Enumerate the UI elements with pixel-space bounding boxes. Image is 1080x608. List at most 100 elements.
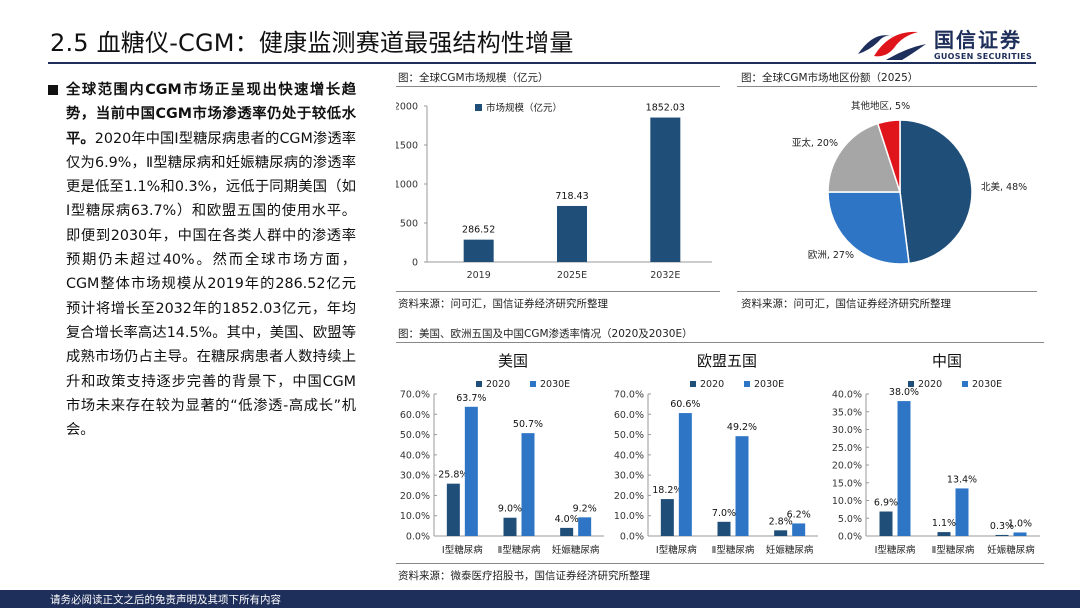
summary-body: 2020年中国Ⅰ型糖尿病患者的CGM渗透率仅为6.9%，Ⅱ型糖尿病和妊娠糖尿病的…	[66, 130, 357, 439]
x-tick-label: Ⅰ型糖尿病	[656, 544, 697, 556]
caption-penetration: 图：美国、欧洲五国及中国CGM渗透率情况（2020及2030E）	[398, 328, 693, 340]
pie-label: 其他地区, 5%	[851, 100, 910, 112]
y-tick-label: 0.0%	[406, 532, 430, 543]
bar-2030E	[578, 517, 592, 536]
data-label: 25.8%	[438, 470, 468, 481]
y-tick-label: 40.0%	[400, 450, 430, 461]
bar-2030E	[464, 406, 478, 536]
y-tick-label: 25.0%	[832, 443, 862, 454]
bar-2020	[560, 527, 574, 536]
bar-2020	[660, 499, 674, 536]
guosen-logo-icon	[858, 31, 926, 60]
data-label: 0.3%	[990, 521, 1014, 532]
penetration-cn-chart: 中国 2020 2030E 0.0% 5.0% 10.0% 15.0% 20.0% 25.0% 3…	[832, 352, 1040, 556]
market-value-label: 1852.03	[646, 103, 685, 114]
x-tick-label: Ⅱ型糖尿病	[932, 544, 975, 556]
summary-paragraph: 全球范围内CGM市场正呈现出快速增长趋势，当前中国CGM市场渗透率仍处于较低水平…	[48, 78, 357, 442]
y-tick-label: 20.0%	[832, 461, 862, 472]
legend-swatch	[962, 381, 968, 387]
bar-2030E	[735, 436, 749, 536]
bar-2030E	[897, 401, 911, 536]
data-label: 4.0%	[555, 514, 579, 525]
pie-slice-其他地区	[876, 119, 901, 193]
y-tick-label: 20.0%	[614, 491, 644, 502]
market-bar	[557, 205, 587, 262]
market-size-chart: 0 500 1000 1500 2000 286.52 2019 718.43 2025E 185…	[396, 102, 712, 281]
y-tick-label: 20.0%	[400, 491, 430, 502]
x-tick-label: Ⅱ型糖尿病	[712, 544, 755, 556]
source-note-region: 资料来源：问可汇，国信证券经济研究所整理	[741, 298, 951, 310]
bar-2030E	[955, 488, 969, 536]
caption-rule	[396, 86, 720, 87]
legend-swatch	[690, 381, 696, 387]
bullet-square-icon	[48, 85, 58, 95]
y-tick-label: 30.0%	[832, 425, 862, 436]
y-tick-label: 10.0%	[832, 496, 862, 507]
y-tick-label: 0	[412, 258, 418, 269]
y-tick-label: 40.0%	[832, 390, 862, 401]
pie-slice-北美	[899, 119, 973, 265]
x-tick-label: 妊娠糖尿病	[987, 544, 1035, 556]
y-tick-label: 40.0%	[614, 450, 644, 461]
summary-lead: 全球范围内CGM市场正呈现出快速增长趋势，当前中国CGM市场渗透率仍处于较低水平…	[66, 82, 356, 147]
data-label: 38.0%	[889, 387, 919, 398]
bar-2020	[995, 534, 1009, 536]
brand-logo: 国信证券 GUOSEN SECURITIES	[856, 22, 1046, 66]
market-value-label: 718.43	[555, 191, 588, 202]
disclaimer-text: 请务必阅读正文之后的免责声明及其项下所有内容	[50, 594, 281, 606]
data-label: 63.7%	[456, 393, 486, 404]
caption-rule	[737, 86, 1037, 87]
logo-name-en: GUOSEN SECURITIES	[934, 52, 1033, 61]
chart-title: 美国	[498, 352, 528, 370]
data-label: 6.9%	[874, 498, 898, 509]
bar-2020	[717, 521, 731, 536]
data-label: 50.7%	[513, 419, 543, 430]
legend-label: 2030E	[972, 379, 1002, 390]
data-label: 18.2%	[652, 485, 682, 496]
title-divider	[48, 62, 1036, 64]
penetration-us-chart: 美国 2020 2030E 0.0% 10.0% 20.0% 30.0% 40.0% 50.0%…	[400, 352, 604, 556]
x-tick-label: Ⅱ型糖尿病	[498, 544, 541, 556]
y-tick-label: 2000	[396, 102, 418, 113]
legend-label: 2030E	[540, 379, 570, 390]
market-bar	[463, 239, 494, 262]
y-tick-label: 35.0%	[832, 407, 862, 418]
market-value-label: 286.52	[462, 225, 495, 236]
data-label: 2.8%	[769, 516, 793, 527]
footer-bar: 请务必阅读正文之后的免责声明及其项下所有内容	[0, 590, 1080, 608]
y-tick-label: 30.0%	[400, 471, 430, 482]
logo-name-cn: 国信证券	[934, 28, 1022, 52]
source-note-penetration: 资料来源：微泰医疗招股书，国信证券经济研究所整理	[398, 570, 650, 582]
caption-rule	[396, 342, 1044, 343]
y-tick-label: 30.0%	[614, 471, 644, 482]
y-tick-label: 10.0%	[400, 511, 430, 522]
data-label: 60.6%	[670, 399, 700, 410]
legend-swatch	[476, 381, 482, 387]
bar-2030E	[792, 523, 806, 536]
legend-label: 2020	[486, 379, 510, 390]
legend-label: 市场规模（亿元）	[486, 102, 562, 114]
x-tick-label: 2032E	[650, 270, 680, 281]
bar-2030E	[521, 433, 535, 536]
bar-2020	[446, 483, 460, 536]
source-rule	[396, 291, 720, 292]
y-tick-label: 50.0%	[400, 430, 430, 441]
data-label: 49.2%	[727, 422, 757, 433]
y-tick-label: 60.0%	[614, 410, 644, 421]
x-tick-label: Ⅰ型糖尿病	[442, 544, 483, 556]
legend-label: 2030E	[754, 379, 784, 390]
bar-2020	[879, 511, 893, 536]
x-tick-label: 2019	[467, 270, 491, 281]
bar-2030E	[678, 413, 692, 536]
y-tick-label: 50.0%	[614, 430, 644, 441]
data-label: 1.1%	[932, 518, 956, 529]
page-title: 2.5 血糖仪-CGM：健康监测赛道最强结构性增量	[50, 29, 574, 57]
data-label: 9.2%	[573, 503, 597, 514]
market-bar	[650, 117, 681, 262]
region-share-pie-chart: 北美, 48% 欧洲, 27% 亚太, 20% 其他地区, 5%	[792, 100, 1027, 265]
y-tick-label: 1500	[396, 141, 418, 152]
y-tick-label: 500	[400, 219, 418, 230]
legend-swatch	[908, 381, 914, 387]
bar-2020	[774, 530, 788, 536]
pie-label: 亚太, 20%	[792, 137, 838, 149]
